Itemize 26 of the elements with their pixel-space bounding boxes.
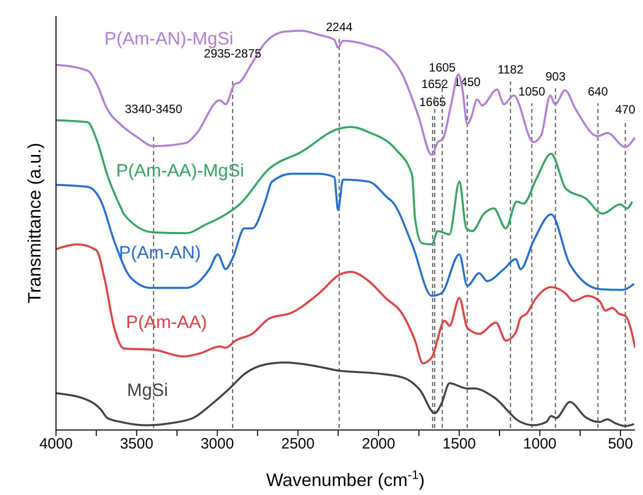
x-tick-label: 4000 bbox=[39, 436, 73, 453]
x-tick-label: 3500 bbox=[120, 436, 154, 453]
ref-line-label: 1665 bbox=[419, 95, 446, 110]
series-label: P(Am-AA) bbox=[126, 312, 207, 332]
x-axis-title: Wavenumber (cm$^{-1}$) bbox=[266, 468, 425, 490]
annotation: 3340-3450 bbox=[124, 102, 183, 116]
ref-line-label: 1182 bbox=[498, 62, 524, 76]
x-tick-label: 1000 bbox=[523, 436, 557, 453]
ref-line-label: 1652 bbox=[421, 77, 448, 92]
series-label: MgSi bbox=[126, 380, 168, 400]
x-tick-label: 2500 bbox=[281, 436, 315, 453]
x-tick-label: 2000 bbox=[362, 436, 396, 453]
ref-line-label: 903 bbox=[545, 69, 566, 84]
ref-line-label: 470 bbox=[615, 102, 636, 116]
series-label: P(Am-AN) bbox=[118, 242, 201, 262]
ref-line-label: 640 bbox=[588, 84, 608, 98]
series-label: P(Am-AN)-MgSi bbox=[104, 28, 234, 49]
x-tick-label: 500 bbox=[608, 436, 633, 453]
ref-line-label: 1450 bbox=[454, 75, 481, 90]
x-tick-label: 3000 bbox=[200, 436, 234, 453]
series-label: P(Am-AA)-MgSi bbox=[116, 160, 244, 180]
y-axis-title: Transmittance (a.u.) bbox=[24, 142, 44, 304]
ref-line-label: 1050 bbox=[518, 84, 546, 98]
ref-line-label: 1605 bbox=[428, 60, 456, 74]
x-tick-label: 1500 bbox=[442, 436, 476, 453]
ref-line-label: 2244 bbox=[326, 20, 353, 34]
